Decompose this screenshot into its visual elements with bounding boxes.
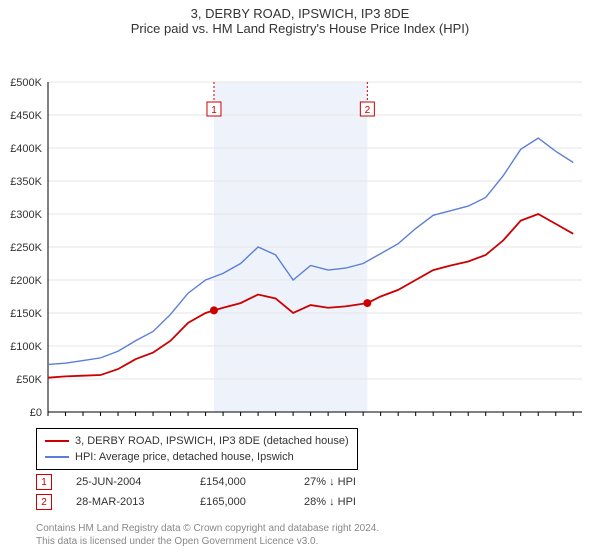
svg-text:£450K: £450K xyxy=(10,110,42,122)
svg-text:£250K: £250K xyxy=(10,242,42,254)
sale-vs-hpi: 27% ↓ HPI xyxy=(304,476,394,488)
svg-text:£200K: £200K xyxy=(10,275,42,287)
sale-date: 25-JUN-2004 xyxy=(76,476,176,488)
legend-label: 3, DERBY ROAD, IPSWICH, IP3 8DE (detache… xyxy=(75,433,349,449)
footnote-line1: Contains HM Land Registry data © Crown c… xyxy=(36,522,379,535)
sales-table: 1 25-JUN-2004 £154,000 27% ↓ HPI 2 28-MAR-201… xyxy=(36,472,394,512)
sale-row: 1 25-JUN-2004 £154,000 27% ↓ HPI xyxy=(36,472,394,492)
chart-title-address: 3, DERBY ROAD, IPSWICH, IP3 8DE xyxy=(0,6,600,21)
svg-text:£300K: £300K xyxy=(10,209,42,221)
chart-title-block: 3, DERBY ROAD, IPSWICH, IP3 8DE Price pa… xyxy=(0,0,600,36)
svg-text:£500K: £500K xyxy=(10,77,42,89)
sale-price: £165,000 xyxy=(200,496,280,508)
svg-text:£350K: £350K xyxy=(10,176,42,188)
sale-price: £154,000 xyxy=(200,476,280,488)
svg-text:2: 2 xyxy=(365,105,371,116)
chart-title-subtitle: Price paid vs. HM Land Registry's House … xyxy=(0,21,600,36)
sale-date: 28-MAR-2013 xyxy=(76,496,176,508)
legend-item: 3, DERBY ROAD, IPSWICH, IP3 8DE (detache… xyxy=(45,433,349,449)
sale-vs-hpi: 28% ↓ HPI xyxy=(304,496,394,508)
svg-text:1: 1 xyxy=(211,105,217,116)
legend-swatch xyxy=(45,440,69,442)
legend: 3, DERBY ROAD, IPSWICH, IP3 8DE (detache… xyxy=(36,428,358,470)
legend-item: HPI: Average price, detached house, Ipsw… xyxy=(45,449,349,465)
price-chart: £0 £50K £100K £150K £200K £250K £300K £350K £400… xyxy=(0,36,600,420)
sale-row: 2 28-MAR-2013 £165,000 28% ↓ HPI xyxy=(36,492,394,512)
svg-text:£400K: £400K xyxy=(10,143,42,155)
footnote: Contains HM Land Registry data © Crown c… xyxy=(36,522,379,548)
sale-marker: 2 xyxy=(36,494,52,510)
legend-swatch xyxy=(45,456,69,458)
sale-marker: 1 xyxy=(36,474,52,490)
svg-text:£0: £0 xyxy=(30,407,42,419)
svg-text:£150K: £150K xyxy=(10,308,42,320)
svg-text:£50K: £50K xyxy=(16,374,42,386)
svg-text:£100K: £100K xyxy=(10,341,42,353)
legend-label: HPI: Average price, detached house, Ipsw… xyxy=(75,449,294,465)
footnote-line2: This data is licensed under the Open Gov… xyxy=(36,535,379,548)
